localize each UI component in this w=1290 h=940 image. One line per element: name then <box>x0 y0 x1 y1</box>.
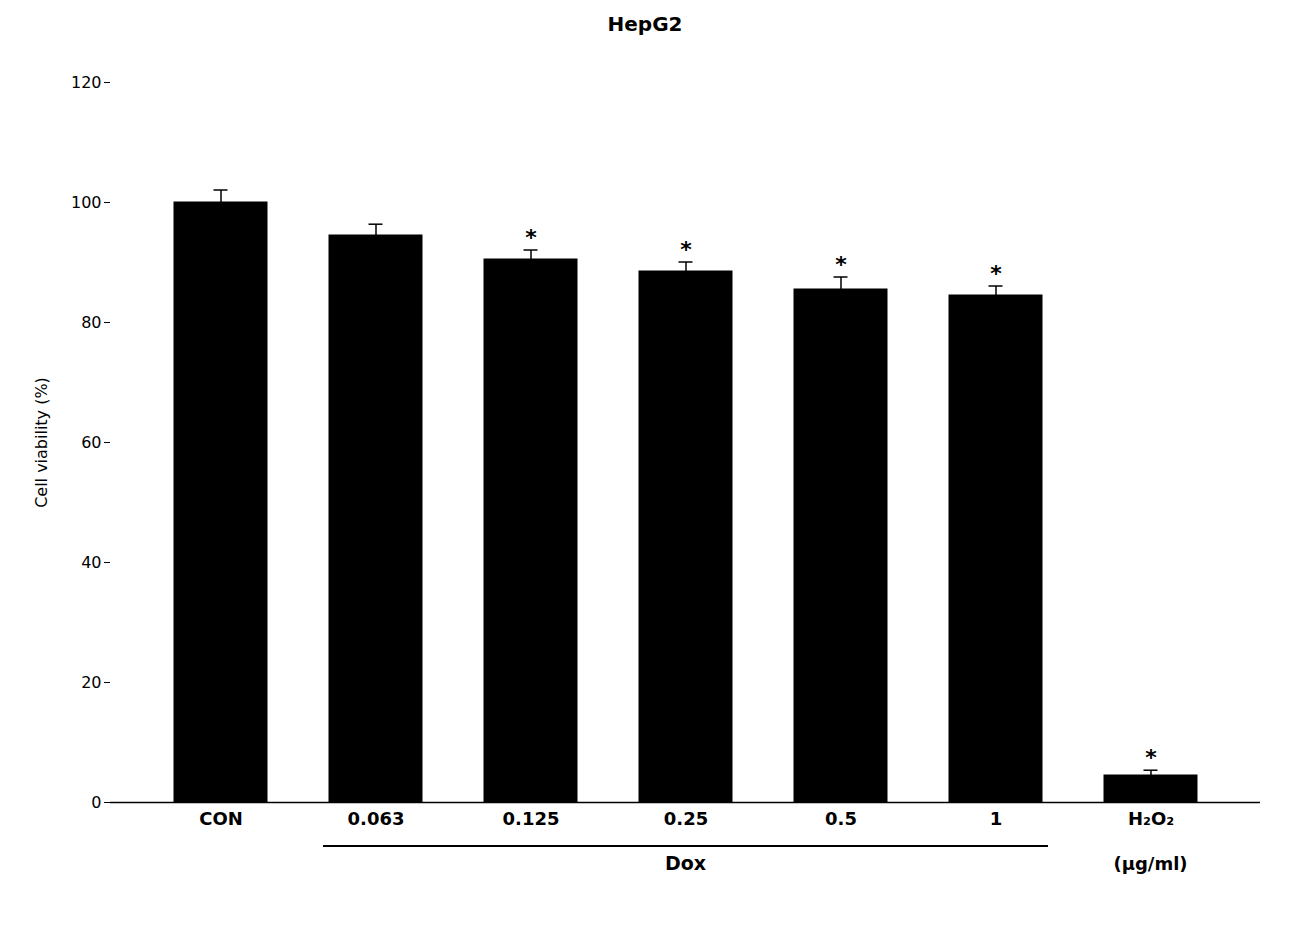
svg-text:0.25: 0.25 <box>664 808 708 829</box>
svg-text:20: 20 <box>81 673 101 692</box>
svg-text:*: * <box>1145 745 1157 770</box>
svg-text:0.063: 0.063 <box>348 808 405 829</box>
svg-text:*: * <box>835 252 847 277</box>
svg-text:*: * <box>680 237 692 262</box>
svg-text:80: 80 <box>81 313 101 332</box>
svg-text:CON: CON <box>199 808 243 829</box>
svg-text:*: * <box>525 225 537 250</box>
svg-text:H₂O₂: H₂O₂ <box>1128 808 1174 829</box>
svg-text:0.125: 0.125 <box>503 808 560 829</box>
svg-text:60: 60 <box>81 433 101 452</box>
svg-text:1: 1 <box>990 808 1003 829</box>
svg-text:100: 100 <box>71 193 102 212</box>
svg-text:*: * <box>990 261 1002 286</box>
svg-text:Cell viability (%): Cell viability (%) <box>32 377 51 508</box>
html-text:HepG2: HepG2 <box>607 12 683 36</box>
svg-text:0.5: 0.5 <box>825 808 857 829</box>
svg-text:Dox: Dox <box>665 852 706 874</box>
svg-text:40: 40 <box>81 553 101 572</box>
svg-text:0: 0 <box>91 793 101 812</box>
svg-text:120: 120 <box>71 73 102 92</box>
svg-text:(μg/ml): (μg/ml) <box>1113 853 1187 874</box>
